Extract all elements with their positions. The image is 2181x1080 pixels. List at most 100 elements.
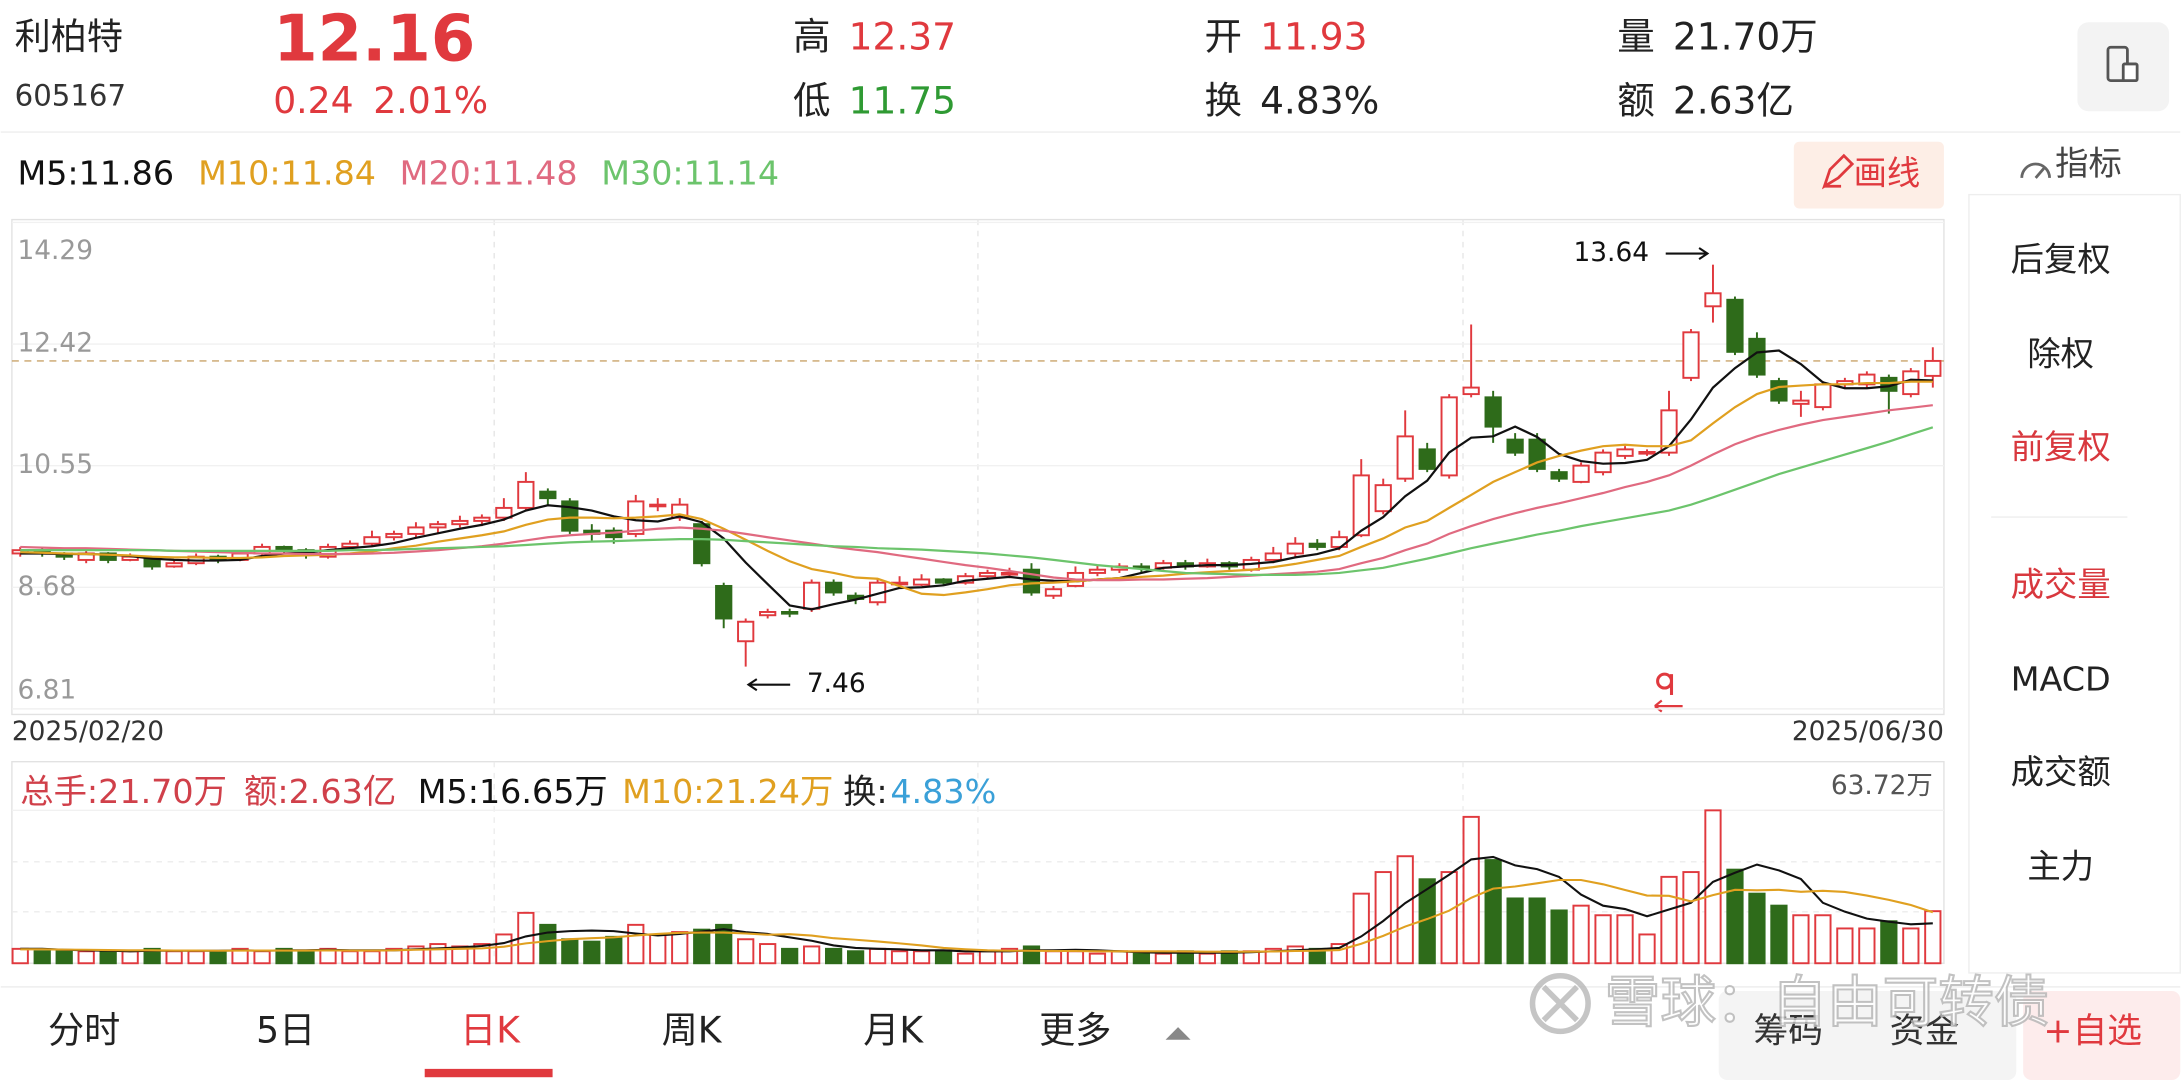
change-pct: 2.01% — [373, 79, 488, 122]
volume-legend: 换: — [843, 772, 888, 811]
tab[interactable]: 月K — [863, 1009, 924, 1052]
volume-bar — [1110, 950, 1129, 965]
tab[interactable]: 周K — [662, 1009, 723, 1052]
orientation-button[interactable] — [2077, 22, 2170, 112]
y-tick-label: 12.42 — [17, 328, 93, 359]
volume-bar — [956, 952, 975, 965]
volume-bar — [121, 950, 139, 965]
candle-body — [1440, 396, 1458, 477]
tab-active[interactable]: 日K — [460, 1009, 521, 1052]
volume-bar — [583, 940, 601, 965]
y-tick-label: 6.81 — [17, 674, 76, 705]
candle-body — [1044, 588, 1063, 597]
candle-body — [1308, 542, 1326, 548]
stat-label: 高 — [793, 14, 831, 58]
volume-bar — [1572, 904, 1590, 965]
candle-body — [1550, 471, 1568, 480]
volume-legend: 总手:21.70万 — [20, 772, 227, 811]
volume-bar — [363, 950, 381, 965]
volume-bar — [33, 950, 51, 965]
volume-bar — [231, 947, 249, 965]
candle-body — [1704, 292, 1722, 308]
volume-bar — [385, 947, 403, 965]
candle-body — [1374, 484, 1392, 513]
volume-bar — [1858, 927, 1876, 965]
volume-bar — [253, 950, 271, 965]
draw-button[interactable]: 画线 — [1793, 141, 1944, 209]
volume-bar — [1000, 947, 1019, 965]
volume-bar — [275, 947, 293, 965]
side-item[interactable]: 主力 — [2027, 847, 2094, 886]
tab[interactable]: 更多 — [1039, 1009, 1111, 1052]
volume-bar — [1880, 920, 1898, 965]
side-item[interactable]: 前复权 — [2011, 427, 2111, 466]
side-item[interactable]: MACD — [2011, 660, 2111, 699]
ma-line — [20, 349, 1933, 611]
volume-bar — [1066, 950, 1085, 965]
stat-label: 额 — [1617, 78, 1655, 122]
ma-line — [20, 404, 1933, 582]
stat-value: 2.63亿 — [1673, 78, 1794, 122]
more-arrow[interactable] — [1165, 1027, 1191, 1040]
volume-bar — [1814, 914, 1832, 965]
side-panel: 指标 后复权 除权 前复权 成交量 MACD 成交额 主力 — [1968, 144, 2181, 974]
change: 0.24 — [273, 79, 353, 122]
volume-bar — [627, 923, 645, 965]
candle-body — [715, 584, 733, 620]
candle-body — [275, 545, 293, 552]
volume-bar — [868, 947, 887, 965]
volume-bar — [715, 923, 733, 965]
candle-body — [1572, 464, 1590, 483]
side-item[interactable]: 除权 — [2027, 334, 2094, 373]
candle-body — [495, 506, 513, 519]
volume-bar — [165, 950, 183, 965]
volume-bar — [1396, 855, 1414, 965]
side-panel-title[interactable]: 指标 — [2055, 144, 2122, 183]
stock-name: 利柏特 — [15, 15, 123, 58]
side-item[interactable]: 后复权 — [2011, 240, 2111, 279]
volume-bar — [978, 950, 997, 965]
volume-legend: 额:2.63亿 — [244, 772, 396, 811]
side-item[interactable]: 成交额 — [2011, 753, 2111, 792]
y-tick-label: 10.55 — [17, 449, 93, 480]
volume-bar — [561, 938, 579, 965]
bottom-button[interactable]: 筹码 — [1754, 1012, 1823, 1052]
bottom-button[interactable]: 资金 — [1890, 1012, 1959, 1052]
volume-bar — [1286, 945, 1304, 965]
volume-ma-line — [20, 878, 1934, 953]
bottom-button[interactable]: +自选 — [2043, 1012, 2142, 1052]
volume-bar — [737, 938, 755, 965]
stat-value: 21.70万 — [1673, 14, 1818, 58]
volume-bar — [1836, 927, 1854, 965]
watermark: 雪球：自由可转债 — [1529, 969, 2050, 1037]
stat-label: 低 — [793, 78, 831, 122]
volume-bar — [143, 947, 161, 965]
volume-bar — [1924, 910, 1942, 965]
side-item[interactable]: 成交量 — [2011, 565, 2111, 604]
draw-button-label[interactable]: 画线 — [1854, 154, 1921, 193]
stat-value: 11.75 — [849, 78, 956, 122]
candle-body — [978, 571, 997, 578]
candle-body — [1418, 448, 1436, 470]
candle-body — [934, 578, 953, 584]
candle-body — [1858, 373, 1876, 386]
candle-body — [341, 542, 359, 548]
ma-legend: M30:11.14 — [601, 154, 779, 193]
button-bg — [1718, 991, 2017, 1080]
candle-body — [1616, 448, 1634, 457]
volume-bar — [649, 933, 667, 965]
volume-legend: M5:16.65万 — [418, 772, 608, 811]
candle-body — [429, 523, 447, 529]
candle-body — [649, 503, 667, 508]
tab[interactable]: 分时 — [48, 1009, 120, 1052]
candle-body — [1396, 435, 1414, 480]
tab-indicator — [424, 1068, 553, 1078]
tab[interactable]: 5日 — [256, 1009, 315, 1052]
volume-bar — [671, 931, 689, 965]
volume-bar — [99, 950, 117, 965]
candle-body — [1264, 552, 1282, 561]
price: 12.16 — [273, 3, 475, 77]
candle-body — [1330, 536, 1348, 548]
volume-bar — [539, 923, 557, 965]
